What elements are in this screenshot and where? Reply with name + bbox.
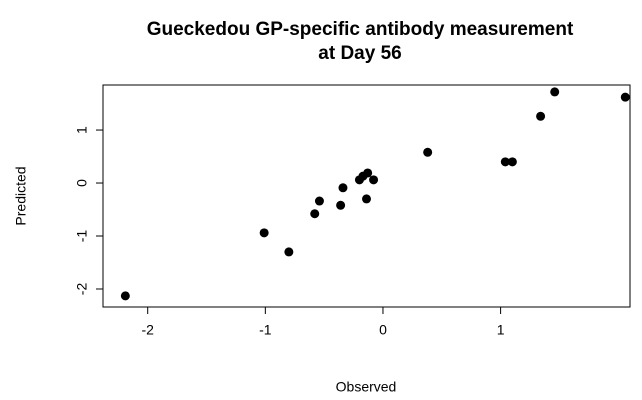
- point: [536, 111, 546, 121]
- point: [259, 228, 269, 238]
- point: [369, 175, 379, 185]
- point: [620, 92, 630, 102]
- chart-title: Gueckedou GP-specific antibody measureme…: [147, 19, 574, 40]
- y-axis-label: Predicted: [13, 166, 29, 225]
- x-tick-label: 0: [379, 322, 387, 338]
- chart-title: at Day 56: [318, 43, 401, 64]
- y-tick-label: -2: [74, 283, 90, 296]
- point: [500, 157, 510, 167]
- y-tick-label: 0: [74, 179, 90, 187]
- x-tick-label: -1: [259, 322, 272, 338]
- point: [362, 194, 371, 204]
- point: [423, 147, 433, 157]
- point: [314, 196, 324, 206]
- y-tick-label: -1: [74, 230, 90, 243]
- point: [550, 87, 560, 97]
- point: [120, 291, 130, 301]
- point: [363, 168, 373, 178]
- point: [336, 200, 346, 210]
- point: [507, 157, 517, 167]
- x-tick-label: 1: [497, 322, 505, 338]
- point: [310, 209, 320, 219]
- y-tick-label: 1: [74, 126, 90, 134]
- x-axis-label: Observed: [336, 379, 397, 395]
- point: [338, 183, 348, 193]
- plot-frame: [102, 84, 631, 308]
- point: [284, 247, 294, 257]
- x-tick-label: -2: [141, 322, 154, 338]
